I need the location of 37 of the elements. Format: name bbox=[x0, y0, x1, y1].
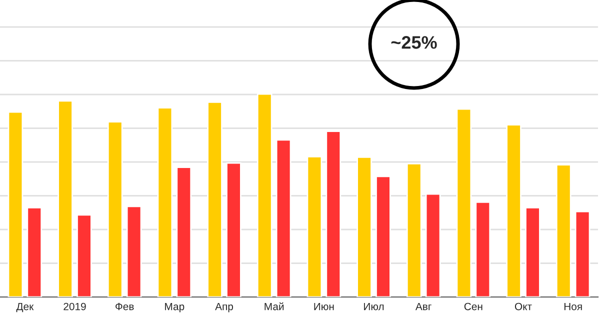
bar bbox=[26, 206, 42, 297]
bar bbox=[207, 101, 222, 297]
bar bbox=[58, 100, 73, 297]
x-tick-label: Сен bbox=[464, 302, 482, 310]
bar bbox=[256, 93, 272, 297]
bar bbox=[525, 206, 540, 297]
bar bbox=[506, 124, 522, 297]
bar bbox=[456, 108, 472, 297]
x-tick-label: Мар bbox=[165, 302, 184, 312]
bar bbox=[126, 206, 142, 297]
bar bbox=[556, 164, 572, 297]
bar bbox=[176, 166, 192, 297]
x-tick-label: 2019 bbox=[64, 302, 86, 310]
x-tick-label: Июл bbox=[364, 302, 384, 310]
bar bbox=[107, 121, 123, 297]
x-tick-label: Фев bbox=[116, 302, 134, 310]
bar bbox=[376, 176, 391, 297]
bar bbox=[574, 210, 590, 297]
bar bbox=[326, 130, 342, 297]
x-tick-label: Май bbox=[264, 302, 284, 310]
bar bbox=[157, 107, 173, 297]
x-tick-label: Ноя bbox=[564, 302, 582, 310]
bar bbox=[8, 111, 24, 297]
bar bbox=[475, 202, 491, 297]
x-tick-label: Авг bbox=[415, 302, 432, 310]
x-tick-label: Июн bbox=[314, 302, 334, 310]
text: ~25% bbox=[391, 36, 437, 49]
bar bbox=[276, 139, 292, 297]
x-tick-label: Апр bbox=[215, 302, 234, 312]
bar bbox=[356, 156, 372, 297]
bar bbox=[406, 162, 422, 297]
bar bbox=[226, 162, 242, 297]
bar bbox=[306, 156, 322, 297]
bar bbox=[76, 214, 92, 297]
x-tick-label: Дек bbox=[16, 302, 34, 312]
bar bbox=[425, 193, 441, 297]
x-tick-label: Окт bbox=[514, 302, 532, 310]
